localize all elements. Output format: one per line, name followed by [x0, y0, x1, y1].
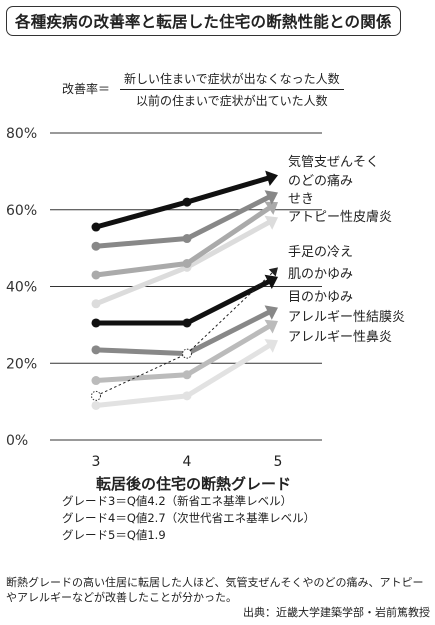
series-label: せき: [288, 192, 314, 207]
y-tick-label: 40%: [6, 280, 37, 296]
x-tick-label: 4: [183, 454, 192, 470]
arrow-head: [264, 305, 278, 320]
data-point: [91, 376, 101, 386]
x-axis-title: 転居後の住宅の断熱グレード: [96, 475, 292, 493]
data-point: [91, 270, 101, 280]
series-3: [91, 201, 278, 280]
grade-legend: グレード3＝Q値4.2（新省エネ基準レベル） グレード4＝Q値2.7（次世代省エ…: [62, 493, 315, 544]
footnote-text: 断熱グレードの高い住居に転居した人ほど、気管支ぜんそくやのどの痛み、アトピーやア…: [6, 576, 424, 604]
series-label: 肌のかゆみ: [288, 267, 353, 282]
formula-lhs: 改善率＝: [62, 82, 111, 96]
series-label: のどの痛み: [288, 173, 353, 189]
y-tick-label: 0%: [6, 433, 28, 449]
series-label: 手足の冷え: [288, 245, 353, 260]
grid-lines: [50, 132, 322, 441]
data-point: [91, 299, 101, 309]
data-point: [182, 391, 192, 401]
data-point: [91, 400, 101, 410]
data-point: [182, 234, 192, 244]
series-label: アレルギー性鼻炎: [288, 329, 392, 345]
grade-5-note: グレード5＝Q値1.9: [62, 528, 166, 542]
series-lines: [91, 170, 278, 410]
arrow-head: [264, 215, 278, 230]
y-tick-label: 80%: [6, 126, 37, 142]
grade-4-note: グレード4＝Q値2.7（次世代省エネ基準レベル）: [62, 511, 316, 525]
series-labels: 気管支ぜんそくのどの痛みせきアトピー性皮膚炎手足の冷え肌のかゆみ目のかゆみアレル…: [288, 154, 405, 345]
data-point: [182, 370, 192, 380]
arrow-head: [264, 190, 278, 205]
grade-3-note: グレード3＝Q値4.2（新省エネ基準レベル）: [62, 494, 293, 508]
y-tick-label: 20%: [6, 356, 37, 372]
series-2: [91, 190, 278, 251]
x-tick-label: 5: [274, 454, 283, 470]
data-point: [91, 318, 101, 328]
formula-fraction: 新しい住まいで症状が出なくなった人数 以前の住まいで症状が出ていた人数: [120, 70, 344, 109]
footnote: 断熱グレードの高い住居に転居した人ほど、気管支ぜんそくやのどの痛み、アトピーやア…: [6, 575, 430, 620]
arrow-head: [268, 267, 278, 277]
series-1: [91, 170, 278, 232]
y-tick-label: 60%: [6, 203, 37, 219]
y-tick-labels: 0% 20% 40% 60% 80%: [6, 126, 37, 449]
formula-denominator: 以前の住まいで症状が出ていた人数: [136, 94, 328, 108]
data-point: [91, 241, 101, 251]
series-8: [91, 319, 278, 386]
series-label: アトピー性皮膚炎: [288, 209, 392, 225]
arrow-head: [264, 201, 278, 215]
series-label: 気管支ぜんそく: [288, 154, 379, 170]
series-label: 目のかゆみ: [288, 290, 353, 305]
formula-numerator: 新しい住まいで症状が出なくなった人数: [120, 70, 344, 90]
arrow-head: [265, 170, 278, 186]
series-9: [91, 339, 278, 410]
data-point: [182, 318, 192, 328]
data-point: [91, 345, 101, 355]
x-tick-labels: 3 4 5: [92, 454, 283, 470]
data-point: [91, 390, 101, 401]
source-credit: 出典：近畿大学建築学部・岩前篤教授: [243, 606, 430, 619]
line-chart: 0% 20% 40% 60% 80% 3 4 5 気管支ぜんそくのどの痛みせきアトピー性皮膚…: [6, 126, 405, 470]
arrow-head: [264, 274, 278, 290]
data-point: [182, 348, 192, 359]
arrow-head: [264, 319, 278, 334]
data-point: [182, 258, 192, 268]
series-6: [91, 274, 278, 328]
arrow-head: [264, 339, 278, 353]
series-line: [95, 308, 274, 357]
chart-title: 各種疾病の改善率と転居した住宅の断熱性能との関係: [6, 6, 401, 36]
x-tick-label: 3: [92, 454, 101, 470]
data-point: [91, 222, 101, 232]
series-label: アレルギー性結膜炎: [288, 310, 405, 325]
series-5: [91, 267, 278, 401]
data-point: [182, 197, 192, 207]
